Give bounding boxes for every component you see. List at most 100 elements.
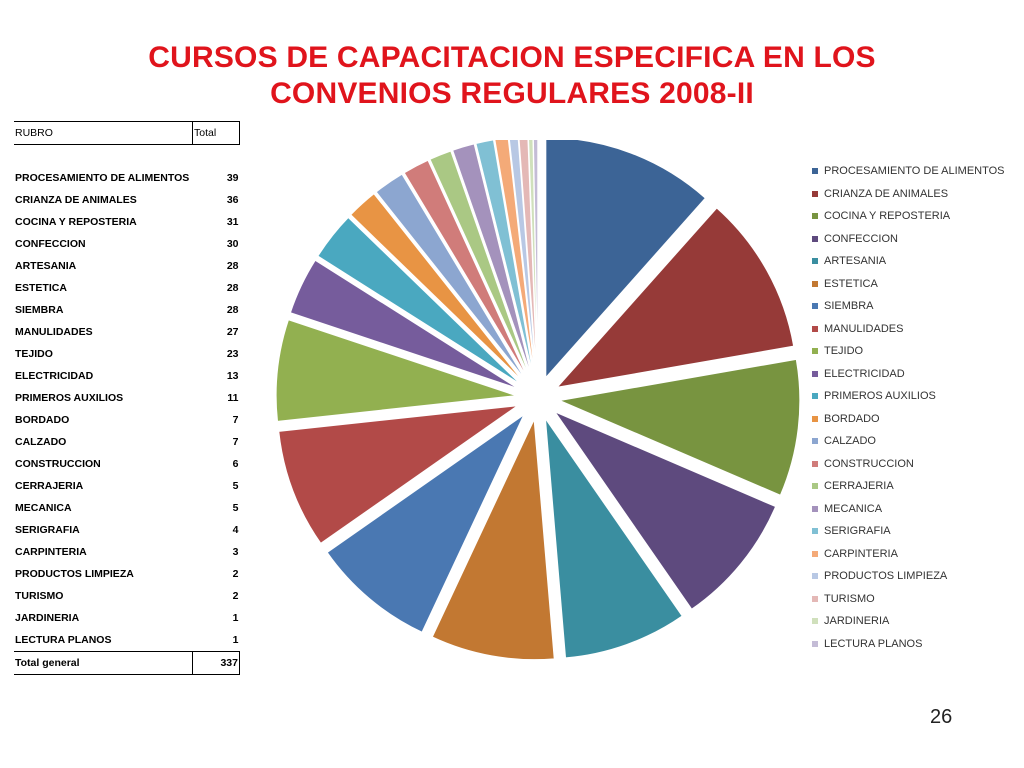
rubro-cell: SIEMBRA [15,304,64,316]
rubro-cell: ELECTRICIDAD [15,370,94,382]
legend-item: LECTURA PLANOS [812,633,1005,656]
legend-item: BORDADO [812,408,1005,431]
legend-swatch [812,640,818,647]
legend-swatch [812,280,818,287]
legend-label: ELECTRICIDAD [824,367,905,380]
legend-swatch [812,460,818,467]
total-cell: 2 [232,568,239,580]
legend-item: ELECTRICIDAD [812,363,1005,386]
table-header-row: RUBRO Total [14,121,240,145]
pie-slice [528,140,538,377]
legend-swatch [812,213,818,220]
legend-label: PRODUCTOS LIMPIEZA [824,570,948,583]
legend-item: CALZADO [812,430,1005,453]
pie-slice [326,413,526,633]
total-label: Total general [14,651,193,675]
legend-label: CERRAJERIA [824,480,894,493]
total-cell: 7 [232,414,239,426]
total-cell: 7 [232,436,239,448]
legend-item: PRODUCTOS LIMPIEZA [812,565,1005,588]
table-row: SERIGRAFIA 4 [14,519,240,541]
legend-label: PROCESAMIENTO DE ALIMENTOS [824,165,1005,178]
table-row: ELECTRICIDAD 13 [14,365,240,387]
legend-item: CERRAJERIA [812,475,1005,498]
legend-label: SIEMBRA [824,300,874,313]
table-row: CARPINTERIA 3 [14,541,240,563]
pie-slice [289,259,519,390]
legend-label: PRIMEROS AUXILIOS [824,390,936,403]
total-cell: 4 [232,524,239,536]
legend-swatch [812,370,818,377]
total-value: 337 [192,651,240,675]
table-row: CONSTRUCCION 6 [14,453,240,475]
table-row: TEJIDO 23 [14,343,240,365]
total-cell: 36 [226,194,239,206]
legend-label: TEJIDO [824,345,864,358]
legend-label: MECANICA [824,502,883,515]
legend-item: TEJIDO [812,340,1005,363]
rubro-cell: JARDINERIA [15,612,80,624]
legend-label: BORDADO [824,412,880,425]
legend-swatch [812,415,818,422]
rubro-cell: CARPINTERIA [15,546,87,558]
rubro-cell: TURISMO [15,590,64,602]
legend-item: COCINA Y REPOSTERIA [812,205,1005,228]
table-row: CALZADO 7 [14,431,240,453]
legend-swatch [812,483,818,490]
total-cell: 23 [226,348,239,360]
total-cell: 5 [232,502,239,514]
pie-chart [275,140,801,661]
total-cell: 28 [226,282,239,294]
total-cell: 30 [226,238,239,250]
table-row: BORDADO 7 [14,409,240,431]
legend-item: CONSTRUCCION [812,453,1005,476]
pie-slice [475,140,535,377]
table-row: MECANICA 5 [14,497,240,519]
rubro-cell: PRIMEROS AUXILIOS [15,392,124,404]
rubro-cell: COCINA Y REPOSTERIA [15,216,137,228]
total-cell: 5 [232,480,239,492]
rubro-cell: CRIANZA DE ANIMALES [15,194,137,206]
pie-slice [518,140,538,377]
legend-swatch [812,573,818,580]
total-cell: 2 [232,590,239,602]
legend-item: PROCESAMIENTO DE ALIMENTOS [812,160,1005,183]
table-row: TURISMO 2 [14,585,240,607]
legend-label: COCINA Y REPOSTERIA [824,210,951,223]
table-row: PRODUCTOS LIMPIEZA 2 [14,563,240,585]
legend-label: CONSTRUCCION [824,457,914,470]
pie-slice [494,140,536,377]
total-cell: 31 [226,216,239,228]
table-row: CONFECCION 30 [14,233,240,255]
table-row: CRIANZA DE ANIMALES 36 [14,189,240,211]
legend-label: CRIANZA DE ANIMALES [824,187,949,200]
total-cell: 3 [232,546,239,558]
pie-slice [429,150,531,378]
data-table: RUBRO Total PROCESAMIENTO DE ALIMENTOS 39… [14,121,240,675]
total-cell: 13 [226,370,239,382]
table-spacer-row [14,145,240,168]
legend-swatch [812,618,818,625]
total-cell: 6 [232,458,239,470]
legend-item: ARTESANIA [812,250,1005,273]
title-line-1: CURSOS DE CAPACITACION ESPECIFICA EN LOS [148,41,876,74]
table-row: PROCESAMIENTO DE ALIMENTOS 39 [14,167,240,189]
total-cell: 11 [227,392,239,404]
total-cell: 1 [232,634,239,646]
legend-label: MANULIDADES [824,322,904,335]
legend-swatch [812,168,818,175]
legend-item: JARDINERIA [812,610,1005,633]
rubro-cell: SERIGRAFIA [15,524,80,536]
legend-item: TURISMO [812,588,1005,611]
legend-item: CARPINTERIA [812,543,1005,566]
pie-slice [375,173,526,381]
pie-slice [403,159,529,379]
legend-item: SERIGRAFIA [812,520,1005,543]
table-row: COCINA Y REPOSTERIA 31 [14,211,240,233]
total-cell: 28 [226,304,239,316]
table-row: ARTESANIA 28 [14,255,240,277]
legend-item: MANULIDADES [812,318,1005,341]
legend-item: SIEMBRA [812,295,1005,318]
legend-swatch [812,325,818,332]
legend-label: CONFECCION [824,232,898,245]
